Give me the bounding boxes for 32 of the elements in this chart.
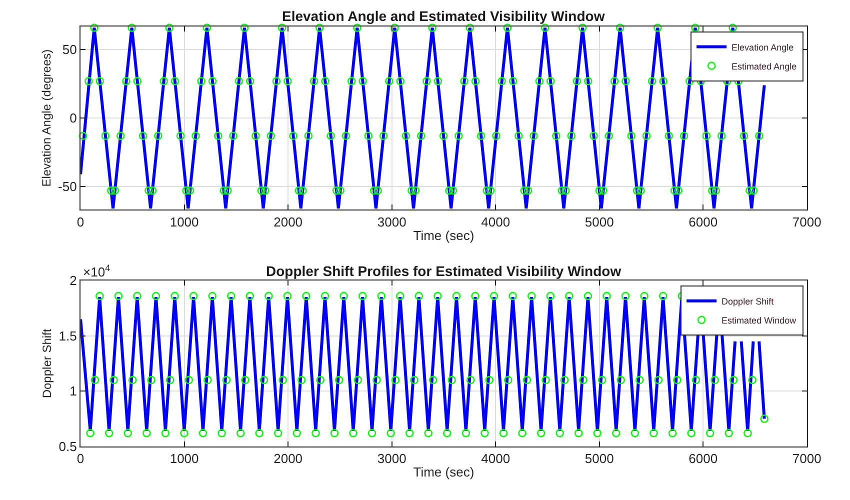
- x-tick-label: 4000: [481, 451, 510, 466]
- y-tick-label: 0: [70, 110, 77, 126]
- x-tick-label: 4000: [481, 214, 510, 230]
- legend-label: Elevation Angle: [732, 42, 794, 52]
- legend-label: Doppler Shift: [722, 296, 774, 306]
- x-tick-label: 5000: [584, 214, 614, 230]
- y-axis-title: Doppler Shift: [40, 328, 54, 398]
- x-tick-label: 2000: [274, 451, 303, 466]
- y-axis-title: Elevation Angle (degrees): [39, 49, 54, 187]
- x-axis-title: Time (sec): [413, 464, 474, 480]
- x-tick-label: 7000: [792, 451, 822, 466]
- legend-label: Estimated Window: [722, 315, 797, 326]
- x-tick-label: 2000: [274, 214, 303, 230]
- x-tick-label: 1000: [170, 451, 199, 466]
- y-tick-label: 2: [70, 273, 77, 288]
- x-tick-label: 5000: [584, 451, 614, 466]
- x-tick-label: 3000: [377, 214, 406, 230]
- x-tick-label: 6000: [688, 214, 718, 230]
- x-tick-label: 1000: [170, 214, 199, 230]
- x-tick-label: 7000: [792, 214, 822, 230]
- y-tick-label: 50: [62, 42, 77, 58]
- chart-title: Doppler Shift Profiles for Estimated Visibility Window: [266, 263, 622, 279]
- x-axis-title: Time (sec): [413, 228, 474, 244]
- y-tick-label: -50: [58, 179, 77, 194]
- y-tick-label: 1: [70, 384, 77, 399]
- text: ×10$^{4}$: [83, 263, 110, 280]
- y-tick-label: 1.5: [58, 328, 77, 344]
- chart-title: Elevation Angle and Estimated Visibility Window: [282, 8, 605, 24]
- x-tick-label: 6000: [688, 451, 718, 466]
- legend-label: Estimated Angle: [732, 61, 797, 72]
- x-tick-label: 3000: [377, 451, 406, 466]
- y-tick-label: 0.5: [58, 438, 77, 454]
